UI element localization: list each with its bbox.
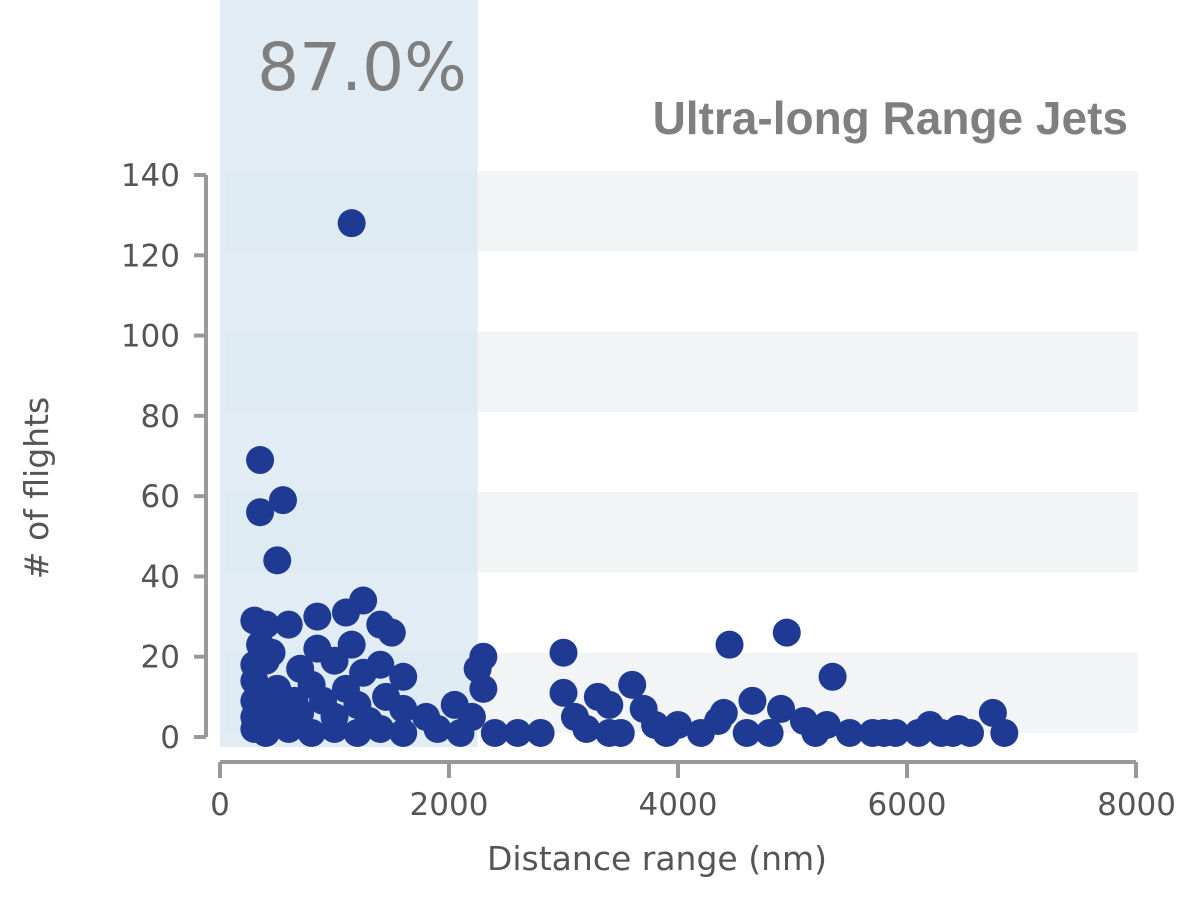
data-point bbox=[366, 650, 395, 679]
highlight-share-label: 87.0% bbox=[257, 29, 467, 106]
y-tick-label: 140 bbox=[121, 158, 180, 194]
data-point bbox=[366, 714, 395, 743]
data-point bbox=[818, 662, 847, 691]
y-tick-label: 60 bbox=[141, 479, 180, 515]
y-axis-title: # of flights bbox=[17, 397, 56, 579]
data-point bbox=[268, 486, 297, 515]
data-point bbox=[303, 602, 332, 631]
data-point bbox=[938, 718, 967, 747]
x-tick-label: 6000 bbox=[868, 787, 947, 823]
y-tick-label: 20 bbox=[141, 640, 180, 676]
data-point bbox=[446, 718, 475, 747]
data-point bbox=[772, 618, 801, 647]
x-tick-label: 4000 bbox=[639, 787, 718, 823]
data-point bbox=[503, 718, 532, 747]
y-axis: 0 20 40 60 80 100 120 140 bbox=[121, 158, 208, 756]
data-point bbox=[297, 718, 326, 747]
y-tick-label: 80 bbox=[141, 399, 180, 435]
x-tick-label: 0 bbox=[210, 787, 230, 823]
data-point bbox=[618, 670, 647, 699]
y-tick-label: 0 bbox=[160, 720, 180, 756]
data-point bbox=[423, 714, 452, 743]
data-point bbox=[343, 718, 372, 747]
data-point bbox=[337, 209, 366, 238]
data-point bbox=[240, 666, 269, 695]
x-axis-title: Distance range (nm) bbox=[487, 839, 827, 878]
data-point bbox=[320, 714, 349, 743]
data-point bbox=[389, 662, 418, 691]
data-point bbox=[274, 714, 303, 743]
data-point bbox=[263, 546, 292, 575]
data-point bbox=[251, 718, 280, 747]
y-tick-label: 120 bbox=[121, 238, 180, 274]
data-point bbox=[246, 498, 275, 527]
data-point bbox=[469, 642, 498, 671]
data-point bbox=[320, 646, 349, 675]
data-point bbox=[835, 718, 864, 747]
data-point bbox=[480, 718, 509, 747]
x-tick-label: 2000 bbox=[410, 787, 489, 823]
data-point bbox=[377, 618, 406, 647]
data-point bbox=[526, 718, 555, 747]
chart-title: Ultra-long Range Jets bbox=[653, 92, 1128, 144]
data-point bbox=[572, 714, 601, 743]
data-point bbox=[990, 718, 1019, 747]
data-point bbox=[274, 610, 303, 639]
data-point bbox=[595, 690, 624, 719]
data-point bbox=[738, 686, 767, 715]
x-axis: 0 2000 4000 6000 8000 bbox=[210, 760, 1176, 823]
data-point bbox=[549, 678, 578, 707]
data-point bbox=[767, 694, 796, 723]
y-tick-label: 40 bbox=[141, 559, 180, 595]
data-point bbox=[246, 446, 275, 475]
data-point bbox=[881, 718, 910, 747]
data-point bbox=[664, 710, 692, 739]
data-point bbox=[595, 718, 624, 747]
data-point bbox=[549, 638, 578, 667]
data-point bbox=[709, 698, 738, 727]
data-point bbox=[801, 718, 830, 747]
data-point bbox=[389, 718, 418, 747]
y-tick-label: 100 bbox=[121, 319, 180, 355]
data-point bbox=[732, 718, 761, 747]
data-point bbox=[755, 718, 784, 747]
data-point bbox=[715, 630, 744, 659]
x-tick-label: 8000 bbox=[1097, 787, 1176, 823]
data-point bbox=[389, 694, 418, 723]
data-points bbox=[240, 209, 1019, 747]
data-point bbox=[349, 586, 378, 615]
